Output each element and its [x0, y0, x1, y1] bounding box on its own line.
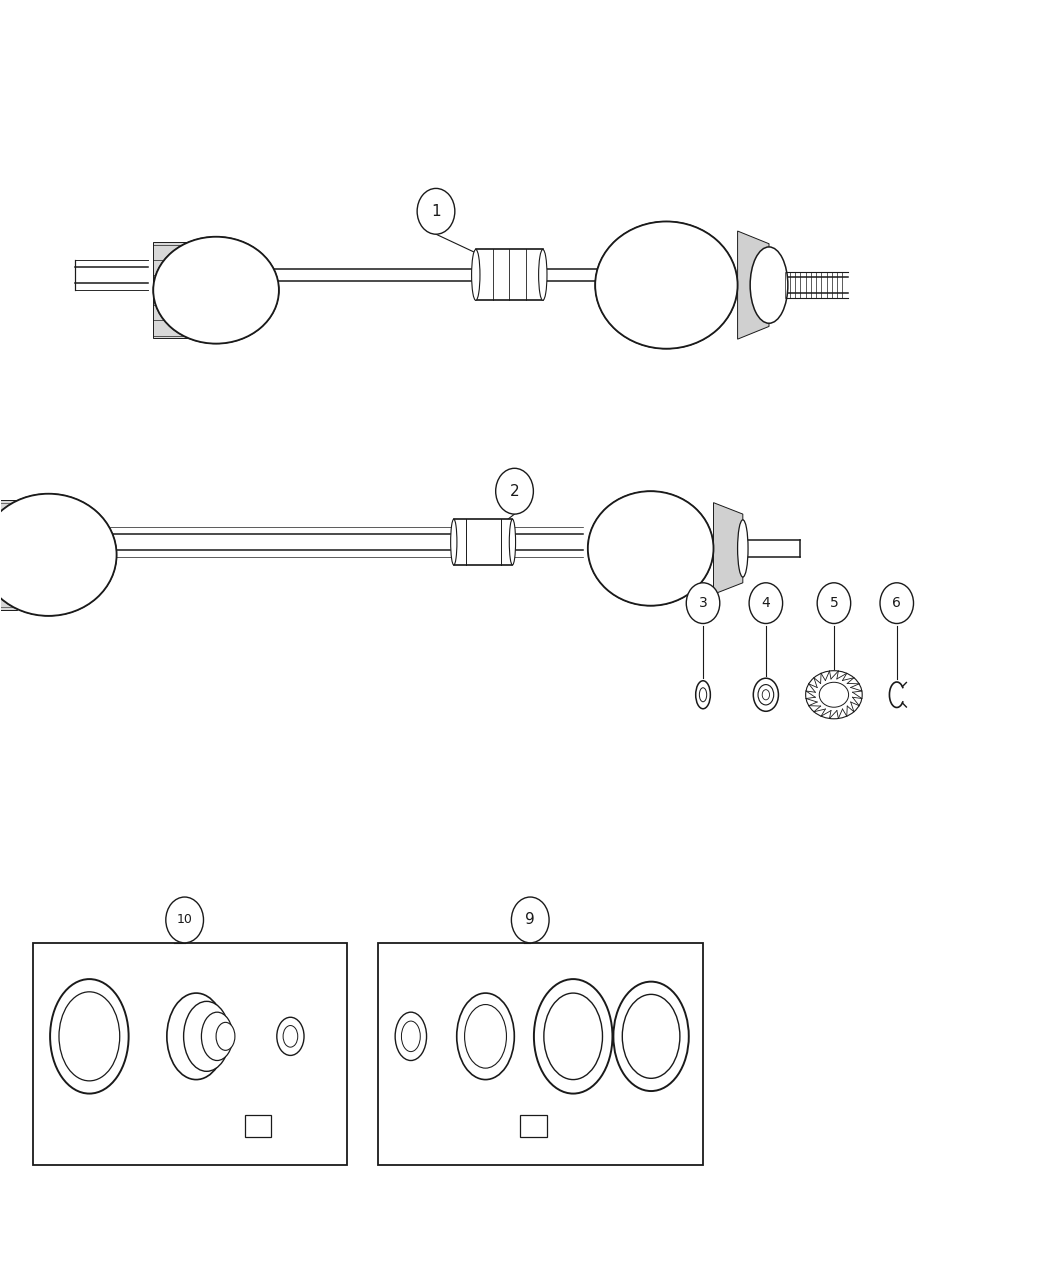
Ellipse shape: [457, 993, 514, 1080]
Circle shape: [417, 189, 455, 235]
Bar: [378, 942, 704, 1165]
Polygon shape: [153, 242, 187, 338]
Polygon shape: [737, 231, 769, 339]
Ellipse shape: [623, 994, 680, 1079]
Text: 9: 9: [525, 913, 536, 927]
Text: 4: 4: [761, 597, 771, 611]
Circle shape: [817, 583, 850, 623]
Ellipse shape: [595, 222, 737, 348]
Bar: [520, 1116, 547, 1137]
Text: 2: 2: [509, 483, 520, 499]
Ellipse shape: [533, 979, 612, 1094]
Ellipse shape: [588, 491, 714, 606]
Ellipse shape: [595, 222, 737, 348]
Ellipse shape: [191, 269, 242, 311]
Circle shape: [749, 583, 782, 623]
Ellipse shape: [450, 519, 457, 565]
Ellipse shape: [184, 1001, 230, 1071]
Ellipse shape: [753, 678, 778, 711]
Ellipse shape: [762, 690, 770, 700]
Ellipse shape: [0, 493, 117, 616]
Ellipse shape: [750, 247, 788, 324]
Ellipse shape: [0, 502, 107, 607]
Ellipse shape: [626, 525, 676, 571]
Ellipse shape: [642, 263, 691, 307]
Circle shape: [687, 583, 720, 623]
Ellipse shape: [0, 511, 98, 599]
Ellipse shape: [605, 230, 729, 340]
Ellipse shape: [277, 1017, 304, 1056]
Ellipse shape: [699, 687, 707, 701]
Bar: [33, 942, 347, 1165]
Ellipse shape: [395, 1012, 426, 1061]
Ellipse shape: [737, 520, 748, 578]
Ellipse shape: [201, 277, 232, 303]
Ellipse shape: [28, 537, 69, 574]
Ellipse shape: [613, 238, 719, 333]
Ellipse shape: [758, 685, 774, 705]
Ellipse shape: [539, 250, 547, 301]
Ellipse shape: [509, 519, 516, 565]
Ellipse shape: [163, 245, 270, 335]
Ellipse shape: [9, 519, 88, 590]
Ellipse shape: [50, 979, 129, 1094]
Ellipse shape: [588, 491, 714, 606]
Ellipse shape: [471, 250, 480, 301]
Bar: [246, 1116, 271, 1137]
Text: 5: 5: [830, 597, 838, 611]
Ellipse shape: [616, 516, 686, 580]
Ellipse shape: [19, 528, 79, 581]
Polygon shape: [714, 502, 742, 594]
Ellipse shape: [153, 237, 279, 344]
Ellipse shape: [623, 246, 710, 324]
Circle shape: [880, 583, 914, 623]
Ellipse shape: [202, 1012, 233, 1061]
Ellipse shape: [59, 992, 120, 1081]
Ellipse shape: [167, 993, 226, 1080]
Text: 3: 3: [698, 597, 708, 611]
Ellipse shape: [172, 252, 260, 328]
Ellipse shape: [696, 681, 711, 709]
Ellipse shape: [284, 1025, 298, 1047]
Bar: [454, 519, 512, 565]
Ellipse shape: [182, 261, 251, 320]
Ellipse shape: [607, 509, 695, 589]
Text: 10: 10: [176, 913, 192, 927]
Ellipse shape: [464, 1005, 506, 1068]
Circle shape: [166, 898, 204, 942]
Polygon shape: [0, 500, 17, 609]
Ellipse shape: [632, 255, 700, 316]
Ellipse shape: [401, 1021, 420, 1052]
Ellipse shape: [597, 500, 705, 597]
Ellipse shape: [544, 993, 603, 1080]
Bar: [476, 250, 543, 301]
Text: 6: 6: [892, 597, 901, 611]
Ellipse shape: [153, 237, 279, 344]
Ellipse shape: [613, 982, 689, 1091]
Ellipse shape: [0, 493, 117, 616]
Ellipse shape: [216, 1023, 235, 1051]
Text: 1: 1: [432, 204, 441, 219]
Ellipse shape: [819, 682, 848, 708]
Circle shape: [496, 468, 533, 514]
Circle shape: [511, 898, 549, 942]
